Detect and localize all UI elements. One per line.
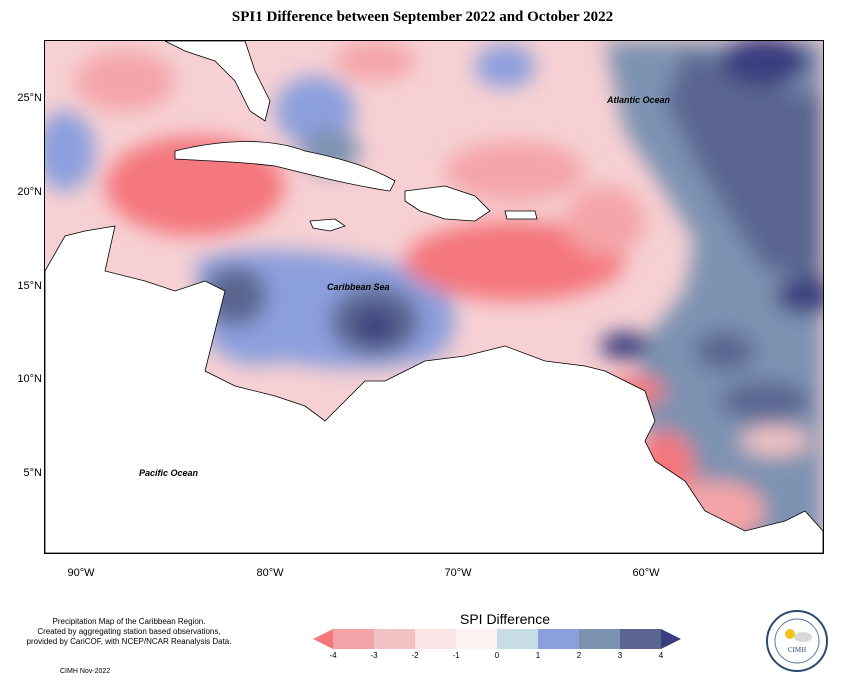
cloud-icon <box>794 632 812 642</box>
lon-label-90w: 90°W <box>67 567 95 579</box>
legend-swatch <box>313 629 333 649</box>
lon-label-80w: 80°W <box>256 567 284 579</box>
logo-inner-ring <box>774 618 820 664</box>
lat-label-20n: 20°N <box>17 186 42 198</box>
lon-label-70w: 70°W <box>444 567 472 579</box>
legend-title: SPI Difference <box>459 611 550 627</box>
map-canvas: Atlantic Ocean Caribbean Sea Pacific Oce… <box>45 41 823 553</box>
logo-text: CIMH <box>788 646 806 654</box>
legend-swatch <box>374 629 415 649</box>
sun-icon <box>785 629 795 639</box>
lat-label-10n: 10°N <box>17 373 42 385</box>
legend-swatch <box>661 629 681 649</box>
lon-label-60w: 60°W <box>632 567 660 579</box>
footer-line-2: Created by aggregating station based obs… <box>37 627 221 636</box>
map-title: SPI1 Difference between September 2022 a… <box>231 9 614 25</box>
legend-tick-label: -2 <box>411 651 419 660</box>
cimh-logo: CIMH <box>766 610 828 672</box>
legend-swatch <box>538 629 579 649</box>
legend-tick-label: 0 <box>494 651 500 660</box>
caribbean-sea-label: Caribbean Sea <box>327 282 390 292</box>
lat-label-5n: 5°N <box>23 467 42 479</box>
pacific-ocean-label: Pacific Ocean <box>139 468 199 478</box>
spi-difference-map: Atlantic Ocean Caribbean Sea Pacific Oce… <box>44 40 824 554</box>
legend-tick-label: 2 <box>576 651 582 660</box>
legend-swatch <box>415 629 456 649</box>
footer-line-3: provided by CariCOF, with NCEP/NCAR Rean… <box>26 637 232 646</box>
legend-tick-label: -4 <box>329 651 337 660</box>
lat-label-15n: 15°N <box>17 280 42 292</box>
atlantic-ocean-label: Atlantic Ocean <box>606 95 671 105</box>
footer-line-1: Precipitation Map of the Caribbean Regio… <box>52 617 206 626</box>
legend-tick-label: -1 <box>452 651 460 660</box>
legend-swatch <box>579 629 620 649</box>
footer-credit: CIMH Nov-2022 <box>60 668 111 675</box>
lat-label-25n: 25°N <box>17 92 42 104</box>
legend-swatch <box>497 629 538 649</box>
legend-swatch <box>620 629 661 649</box>
land-masses <box>45 41 823 553</box>
legend-colorbar <box>313 629 681 649</box>
legend-tick-label: 4 <box>658 651 664 660</box>
footer-note: Precipitation Map of the Caribbean Regio… <box>14 617 244 647</box>
legend-tick-label: -3 <box>370 651 378 660</box>
legend-tick-label: 1 <box>535 651 541 660</box>
legend-swatch <box>456 629 497 649</box>
legend-swatch <box>333 629 374 649</box>
legend-tick-label: 3 <box>617 651 623 660</box>
